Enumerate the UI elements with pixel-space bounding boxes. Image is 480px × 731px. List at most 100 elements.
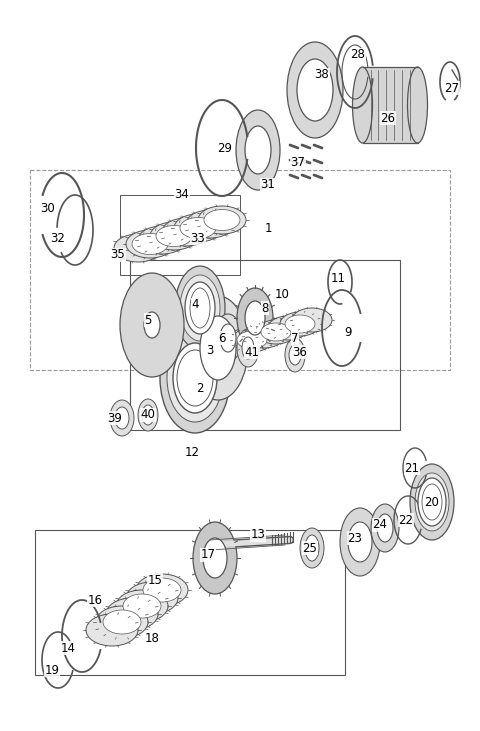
Ellipse shape (245, 301, 265, 335)
Ellipse shape (200, 316, 236, 380)
Ellipse shape (160, 323, 230, 433)
Text: 20: 20 (425, 496, 439, 509)
Text: 27: 27 (444, 81, 459, 94)
Text: 32: 32 (50, 232, 65, 244)
Text: 13: 13 (251, 529, 265, 542)
Text: 17: 17 (201, 548, 216, 561)
Text: 11: 11 (331, 271, 346, 284)
Text: 39: 39 (108, 412, 122, 425)
Ellipse shape (175, 266, 225, 350)
Ellipse shape (237, 288, 273, 348)
Ellipse shape (297, 59, 333, 121)
Text: 10: 10 (275, 289, 289, 301)
Ellipse shape (220, 324, 236, 352)
Ellipse shape (174, 214, 222, 242)
Text: 29: 29 (217, 142, 232, 154)
Text: 9: 9 (344, 327, 352, 339)
Text: 16: 16 (87, 594, 103, 607)
Text: 35: 35 (110, 249, 125, 262)
Ellipse shape (138, 226, 186, 254)
Ellipse shape (289, 345, 301, 365)
Ellipse shape (177, 350, 213, 406)
Text: 15: 15 (147, 574, 162, 586)
Ellipse shape (180, 275, 220, 341)
Text: 30: 30 (41, 202, 55, 214)
Ellipse shape (185, 282, 215, 334)
Ellipse shape (193, 522, 237, 594)
Ellipse shape (186, 210, 234, 238)
Ellipse shape (142, 405, 154, 425)
Text: 26: 26 (381, 112, 396, 124)
Ellipse shape (203, 538, 227, 578)
Ellipse shape (188, 296, 248, 400)
Ellipse shape (150, 222, 198, 250)
Ellipse shape (198, 206, 246, 234)
Text: 8: 8 (261, 301, 269, 314)
Bar (35, 530, 345, 675)
Text: 22: 22 (398, 513, 413, 526)
Bar (120, 195, 240, 275)
Ellipse shape (245, 126, 271, 174)
Ellipse shape (167, 334, 223, 422)
Ellipse shape (232, 328, 272, 352)
Ellipse shape (415, 473, 449, 531)
Ellipse shape (156, 225, 192, 246)
Ellipse shape (96, 606, 148, 638)
Ellipse shape (132, 233, 168, 254)
Ellipse shape (280, 312, 320, 336)
Text: 28: 28 (350, 48, 365, 61)
Bar (362, 67, 418, 143)
Text: 5: 5 (144, 314, 152, 327)
Ellipse shape (268, 316, 308, 340)
Ellipse shape (120, 273, 184, 377)
Ellipse shape (110, 400, 134, 436)
Ellipse shape (371, 504, 399, 552)
Text: 7: 7 (291, 331, 299, 344)
Ellipse shape (348, 522, 372, 562)
Text: 18: 18 (144, 632, 159, 645)
Ellipse shape (126, 582, 178, 614)
Ellipse shape (410, 464, 454, 540)
Text: 3: 3 (206, 344, 214, 357)
Ellipse shape (190, 288, 210, 328)
Text: 4: 4 (191, 298, 199, 311)
Text: 33: 33 (191, 232, 205, 244)
Text: 31: 31 (261, 178, 276, 192)
Text: 25: 25 (302, 542, 317, 555)
Ellipse shape (261, 323, 291, 341)
Text: 37: 37 (290, 156, 305, 169)
Ellipse shape (103, 610, 141, 634)
Text: 19: 19 (45, 664, 60, 676)
Ellipse shape (305, 535, 319, 561)
Ellipse shape (204, 210, 240, 230)
Ellipse shape (86, 614, 138, 646)
Ellipse shape (143, 578, 181, 602)
Ellipse shape (340, 508, 380, 576)
Ellipse shape (138, 399, 158, 431)
Ellipse shape (287, 42, 343, 138)
Ellipse shape (115, 407, 129, 429)
Ellipse shape (106, 598, 158, 630)
Text: 2: 2 (196, 382, 204, 395)
Ellipse shape (236, 110, 280, 190)
Ellipse shape (418, 478, 446, 526)
Ellipse shape (422, 484, 442, 520)
Ellipse shape (116, 590, 168, 622)
Ellipse shape (242, 337, 254, 359)
Ellipse shape (377, 514, 393, 542)
Ellipse shape (162, 218, 210, 246)
Text: 34: 34 (175, 189, 190, 202)
Text: 41: 41 (244, 346, 260, 358)
Text: 14: 14 (60, 642, 75, 654)
Ellipse shape (408, 67, 428, 143)
Ellipse shape (144, 312, 160, 338)
Ellipse shape (244, 324, 284, 348)
Text: 24: 24 (372, 518, 387, 531)
Text: 40: 40 (141, 409, 156, 422)
Text: 12: 12 (184, 445, 200, 458)
Bar (130, 260, 400, 430)
Text: 1: 1 (264, 221, 272, 235)
Ellipse shape (352, 67, 372, 143)
Ellipse shape (114, 234, 162, 262)
Ellipse shape (123, 594, 161, 618)
